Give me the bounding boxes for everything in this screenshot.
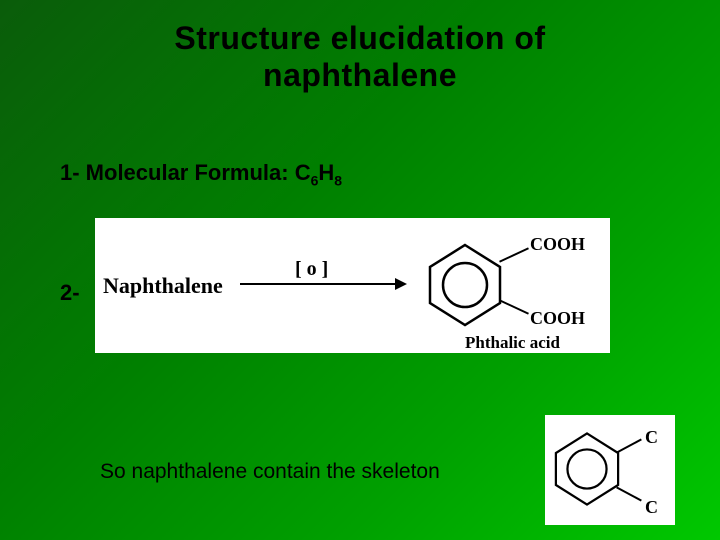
title-line-2: naphthalene bbox=[263, 57, 457, 93]
skeleton-diagram: C C bbox=[545, 415, 675, 525]
cooh-label-top: COOH bbox=[530, 234, 585, 255]
formula-h: H bbox=[318, 160, 334, 185]
conclusion-text: So naphthalene contain the skeleton bbox=[100, 460, 440, 484]
formula-sub-8: 8 bbox=[334, 172, 342, 188]
reaction-arrow-icon bbox=[240, 283, 405, 285]
benzene-ring-icon bbox=[425, 240, 505, 330]
slide-title: Structure elucidation of naphthalene bbox=[0, 0, 720, 94]
product-name: Phthalic acid bbox=[465, 333, 560, 353]
molecular-formula-line: 1- Molecular Formula: C6H8 bbox=[60, 160, 342, 188]
title-line-1: Structure elucidation of bbox=[174, 20, 545, 56]
carbon-label-bottom: C bbox=[645, 497, 658, 518]
reactant-label: Naphthalene bbox=[103, 273, 223, 299]
benzene-ring-small-icon bbox=[551, 429, 623, 509]
cooh-label-bottom: COOH bbox=[530, 308, 585, 329]
reaction-diagram: Naphthalene [ o ] COOH COOH Phthalic aci… bbox=[95, 218, 610, 353]
item-2-label: 2- bbox=[60, 280, 80, 306]
reagent-label: [ o ] bbox=[295, 258, 328, 281]
formula-prefix: 1- Molecular Formula: C bbox=[60, 160, 311, 185]
carbon-label-top: C bbox=[645, 427, 658, 448]
